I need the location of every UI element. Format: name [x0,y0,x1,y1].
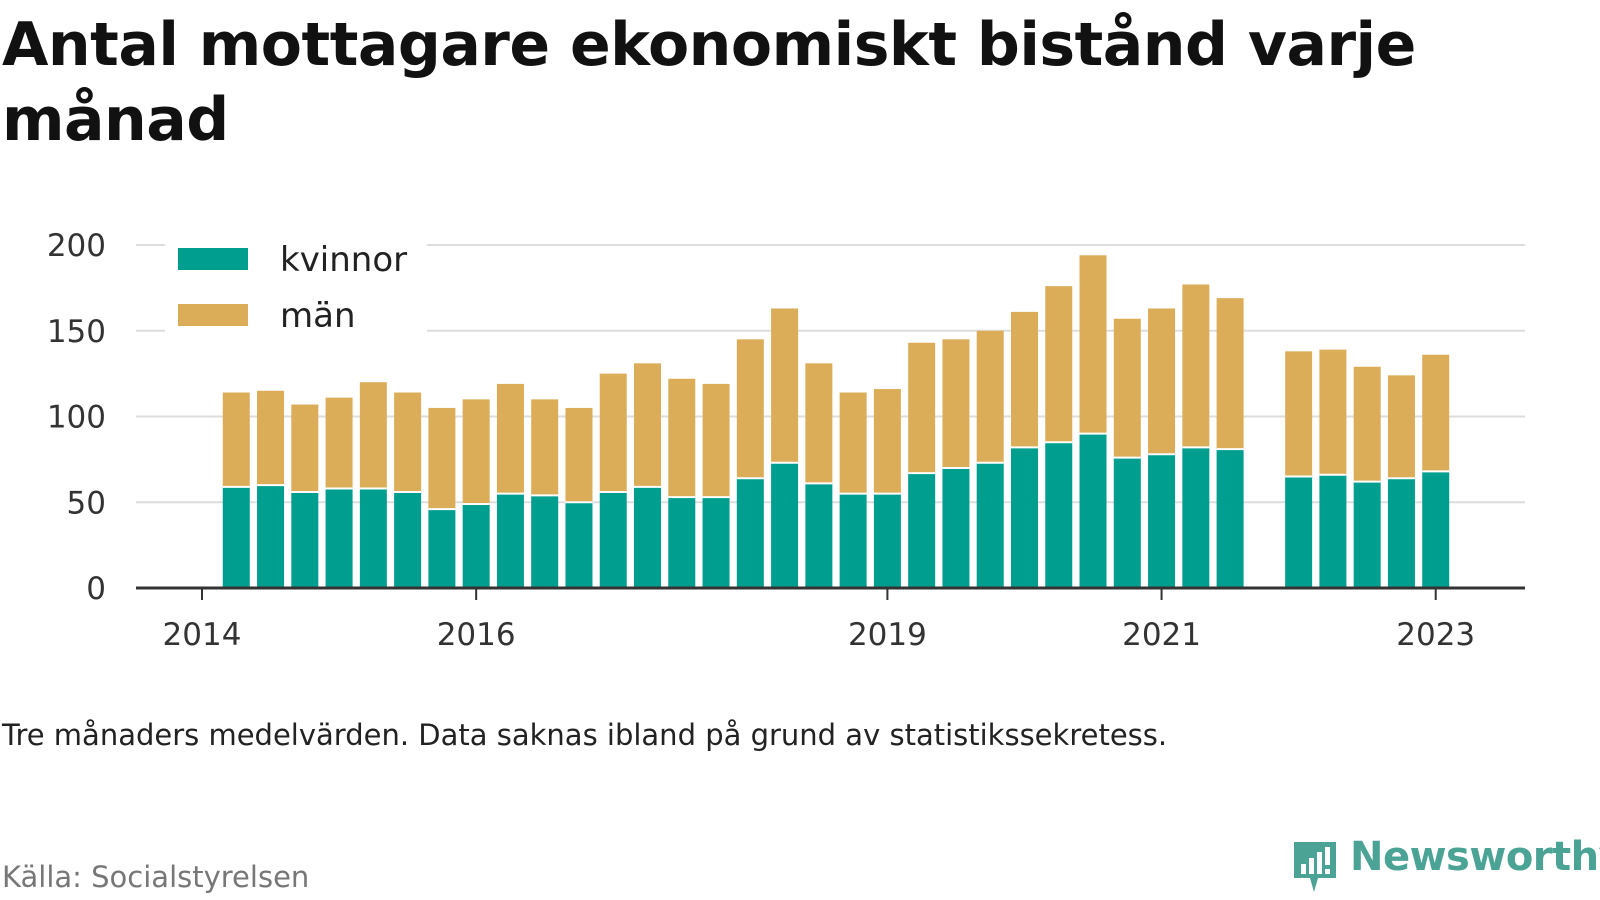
bar-man-18 [771,308,799,463]
bar-kvinnor-10 [496,493,524,588]
legend-label-1: kvinnor [280,240,407,280]
y-tick-label: 50 [67,485,106,521]
x-tick-label: 2023 [1396,617,1475,653]
bar-man-17 [736,339,764,479]
bar-man-3 [257,390,285,486]
x-tick-label: 2014 [163,617,242,653]
bar-man-4 [291,404,319,492]
bar-kvinnor-3 [257,485,285,588]
bar-kvinnor-24 [976,462,1004,588]
bar-man-34 [1319,349,1347,475]
bar-kvinnor-17 [736,478,764,588]
y-tick-label: 0 [86,571,106,607]
bar-man-37 [1422,354,1450,472]
bar-kvinnor-2 [222,486,250,588]
bar-man-26 [1045,286,1073,443]
bar-man-27 [1079,255,1107,434]
bar-kvinnor-5 [325,488,353,588]
bar-kvinnor-15 [668,497,696,588]
bar-man-29 [1148,308,1176,455]
chart-title: Antal mottagare ekonomiskt bistånd varje… [2,10,1416,155]
bar-man-23 [942,339,970,468]
chart-note: Tre månaders medelvärden. Data saknas ib… [2,718,1168,752]
legend-swatch-1 [178,248,248,270]
bar-kvinnor-36 [1387,478,1415,588]
x-tick-label: 2019 [848,617,927,653]
bar-man-5 [325,397,353,489]
bar-kvinnor-6 [359,488,387,588]
bar-kvinnor-9 [462,503,490,588]
bar-man-10 [496,383,524,494]
bar-kvinnor-33 [1285,476,1313,588]
bar-man-35 [1353,366,1381,482]
bar-kvinnor-22 [908,473,936,588]
y-tick-label: 150 [47,314,106,350]
bar-man-24 [976,330,1004,463]
bar-kvinnor-37 [1422,471,1450,588]
bar-kvinnor-7 [394,491,422,588]
bar-man-25 [1010,311,1038,448]
bar-kvinnor-28 [1113,457,1141,588]
bar-kvinnor-34 [1319,474,1347,588]
stacked-bar-chart: 0 50 100 150 200 2014 2016 2019 2021 2023 kvinno… [47,228,1525,653]
x-tick-label: 2016 [437,617,516,653]
bar-kvinnor-18 [771,462,799,588]
bar-kvinnor-12 [565,502,593,588]
legend-label-2: män [280,296,356,336]
bar-kvinnor-23 [942,467,970,588]
brand-logo: Newsworthy [1290,834,1600,898]
bar-man-28 [1113,318,1141,458]
bar-man-14 [634,363,662,487]
bar-man-8 [428,407,456,510]
bar-man-22 [908,342,936,474]
bar-man-21 [873,389,901,494]
bar-kvinnor-30 [1182,447,1210,588]
bar-man-20 [839,392,867,494]
y-tick-label: 200 [47,228,106,264]
bar-kvinnor-20 [839,493,867,588]
bar-kvinnor-27 [1079,433,1107,588]
bar-man-11 [531,399,559,496]
bar-man-16 [702,383,730,498]
bar-kvinnor-25 [1010,447,1038,588]
bar-kvinnor-16 [702,497,730,588]
source-credit: Källa: Socialstyrelsen [2,860,310,894]
x-tick-label: 2021 [1122,617,1201,653]
bar-kvinnor-13 [599,491,627,588]
y-axis-tick-labels: 0 50 100 150 200 [47,228,106,607]
bar-kvinnor-8 [428,509,456,588]
bar-man-33 [1285,351,1313,477]
bar-man-7 [394,392,422,492]
brand-name: Newsworthy [1350,834,1600,880]
y-tick-label: 100 [47,400,106,436]
bar-man-31 [1216,298,1244,450]
bar-kvinnor-35 [1353,481,1381,588]
bar-kvinnor-26 [1045,442,1073,588]
bar-kvinnor-31 [1216,449,1244,588]
bar-man-6 [359,382,387,489]
bar-kvinnor-29 [1148,454,1176,588]
bar-man-19 [805,363,833,484]
bar-kvinnor-21 [873,493,901,588]
bar-kvinnor-19 [805,483,833,588]
bar-man-12 [565,407,593,503]
legend: kvinnor män [165,238,427,336]
bar-man-36 [1387,375,1415,479]
bar-man-13 [599,373,627,492]
bar-man-2 [222,392,250,487]
newsworthy-logo-icon [1294,842,1336,892]
bar-kvinnor-14 [634,486,662,588]
bars [222,255,1450,588]
legend-swatch-2 [178,304,248,326]
bar-man-9 [462,399,490,504]
bar-kvinnor-11 [531,495,559,588]
bar-man-15 [668,378,696,498]
bar-man-30 [1182,284,1210,448]
x-axis-ticks: 2014 2016 2019 2021 2023 [163,588,1475,653]
bar-kvinnor-4 [291,491,319,588]
